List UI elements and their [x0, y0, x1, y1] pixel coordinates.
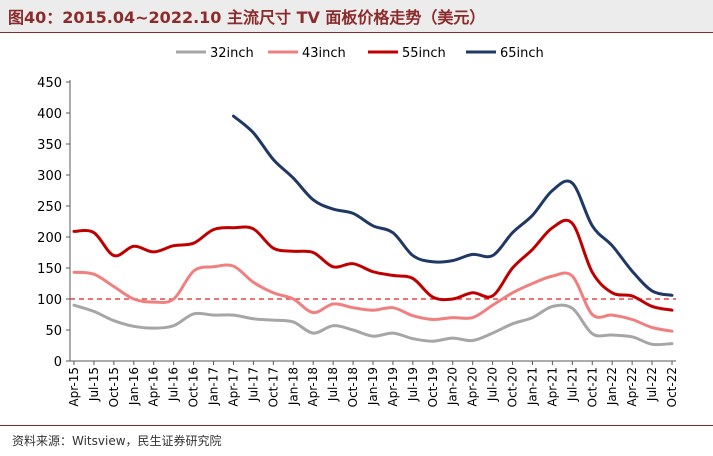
x-tick-label: Jul-19 — [406, 367, 420, 402]
x-tick-label: Oct-18 — [346, 367, 360, 407]
legend-label-65inch: 65inch — [500, 46, 544, 61]
x-tick-label: Jul-17 — [246, 367, 260, 402]
y-tick-label: 400 — [37, 107, 62, 122]
x-tick-label: Oct-22 — [665, 367, 679, 407]
title-bar: 图40：2015.04~2022.10 主流尺寸 TV 面板价格走势（美元） — [0, 0, 713, 33]
x-tick-label: Jan-21 — [525, 367, 539, 406]
x-tick-label: Apr-20 — [466, 367, 480, 407]
x-tick-label: Oct-15 — [107, 367, 121, 407]
legend-label-32inch: 32inch — [210, 46, 254, 61]
x-tick-label: Apr-18 — [306, 367, 320, 407]
legend-label-55inch: 55inch — [402, 46, 446, 61]
x-tick-label: Apr-17 — [226, 367, 240, 407]
x-tick-label: Apr-21 — [545, 367, 559, 407]
series-line-65inch — [232, 114, 674, 297]
legend: 32inch 43inch 55inch 65inch — [176, 46, 544, 61]
x-tick-label: Apr-16 — [147, 367, 161, 407]
x-tick-label: Jul-21 — [565, 367, 579, 402]
x-tick-label: Jul-16 — [167, 367, 181, 402]
y-tick-label: 0 — [54, 355, 62, 370]
x-tick-label: Apr-19 — [386, 367, 400, 407]
x-tick-label: Apr-15 — [67, 367, 81, 407]
x-tick-label: Oct-17 — [266, 367, 280, 407]
y-tick-label: 50 — [45, 324, 62, 339]
y-tick-label: 250 — [37, 200, 62, 215]
source-note: 资料来源：Witsview，民生证券研究院 — [12, 434, 222, 448]
footer-divider — [0, 425, 713, 426]
y-tick-label: 350 — [37, 138, 62, 153]
series-line-55inch — [72, 218, 674, 312]
x-tick-label: Jan-16 — [127, 367, 141, 406]
y-tick-label: 450 — [37, 76, 62, 91]
x-tick-label: Jul-22 — [645, 367, 659, 402]
chart-title: 图40：2015.04~2022.10 主流尺寸 TV 面板价格走势（美元） — [8, 8, 486, 27]
y-tick-label: 100 — [37, 293, 62, 308]
x-tick-label: Oct-20 — [506, 367, 520, 407]
x-tick-label: Jan-18 — [286, 367, 300, 406]
y-axis: 0 50 100 150 200 250 300 350 400 450 — [37, 76, 71, 370]
x-tick-label: Oct-16 — [187, 367, 201, 407]
x-tick-label: Jan-17 — [207, 367, 221, 406]
series-line-43inch — [72, 263, 674, 333]
x-axis: Apr-15 Jul-15 Oct-15 Jan-16 Apr-16 Jul-16 Oct-… — [67, 360, 679, 407]
series-group — [72, 114, 674, 347]
x-tick-label: Jan-19 — [366, 367, 380, 406]
y-tick-label: 300 — [37, 169, 62, 184]
x-tick-label: Jan-20 — [446, 367, 460, 406]
x-tick-label: Apr-22 — [625, 367, 639, 407]
series-line-32inch — [72, 303, 674, 347]
x-tick-label: Jul-18 — [326, 367, 340, 402]
x-tick-label: Jul-15 — [87, 367, 101, 402]
y-tick-label: 150 — [37, 262, 62, 277]
x-tick-label: Jul-20 — [486, 367, 500, 402]
y-tick-label: 200 — [37, 231, 62, 246]
legend-label-43inch: 43inch — [302, 46, 346, 61]
x-tick-label: Jan-22 — [605, 367, 619, 406]
line-chart: 32inch 43inch 55inch 65inch 0 50 100 150 200 250… — [37, 46, 679, 407]
x-tick-label: Oct-19 — [426, 367, 440, 407]
x-tick-label: Oct-21 — [585, 367, 599, 407]
